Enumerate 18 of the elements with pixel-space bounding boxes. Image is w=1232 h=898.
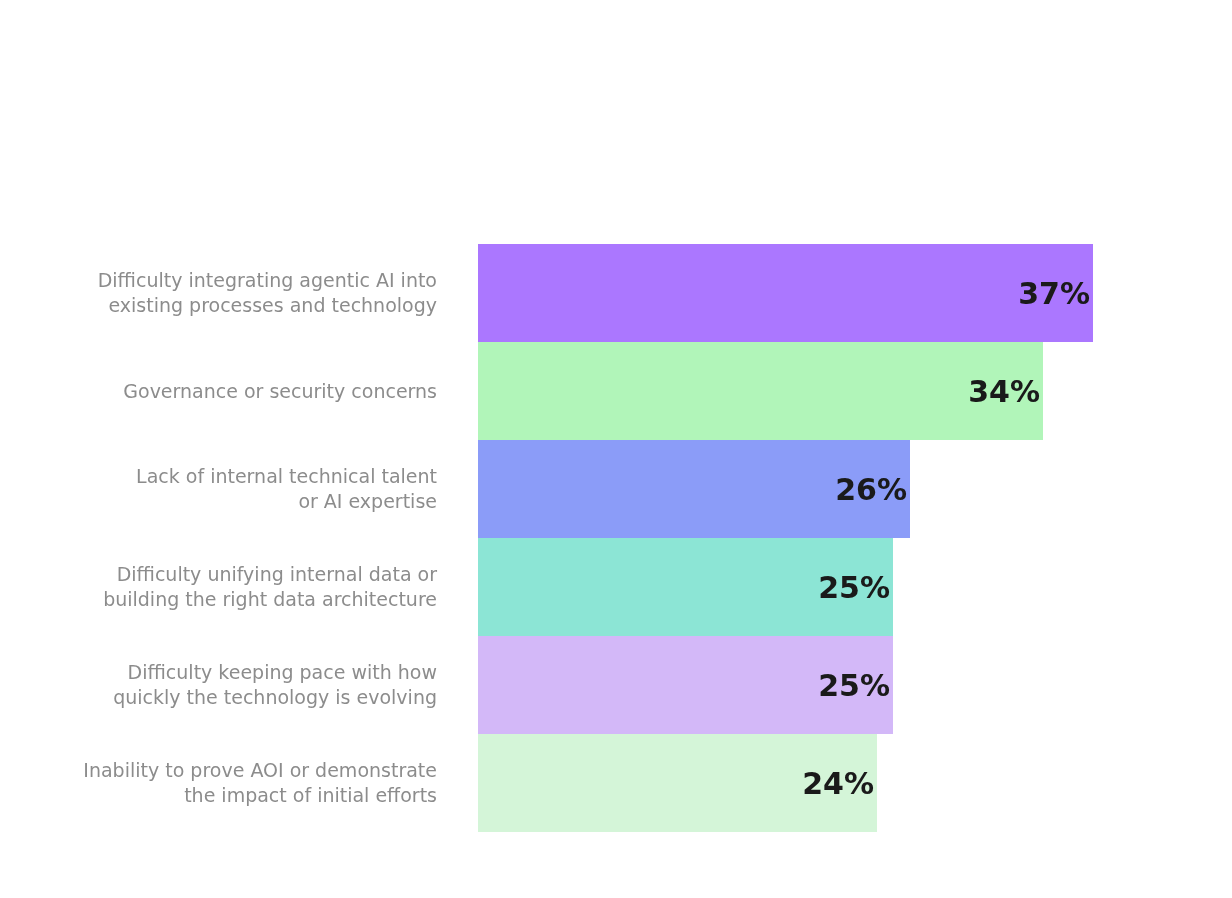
bar (478, 538, 893, 636)
y-tick-label: Governance or security concerns (123, 379, 437, 402)
bar (478, 636, 893, 734)
data-label: 37% (1018, 275, 1090, 311)
y-tick-label: Lack of internal technical talent or AI expertise (136, 465, 437, 512)
bar (478, 244, 1093, 342)
data-label: 26% (835, 471, 907, 507)
y-tick-label: Difficulty integrating agentic AI into existing processes and technology (97, 269, 437, 316)
bar (478, 342, 1043, 440)
data-label: 34% (968, 373, 1040, 409)
y-tick-label: Difficulty keeping pace with how quickly the technology is evolving (113, 661, 437, 708)
data-label: 24% (802, 765, 874, 801)
y-tick-label: Inability to prove AOI or demonstrate the impact of initial efforts (83, 759, 437, 806)
data-label: 25% (818, 667, 890, 703)
bar (478, 734, 877, 832)
data-label: 25% (818, 569, 890, 605)
bar (478, 440, 910, 538)
y-tick-label: Difficulty unifying internal data or building the right data architecture (103, 563, 438, 610)
